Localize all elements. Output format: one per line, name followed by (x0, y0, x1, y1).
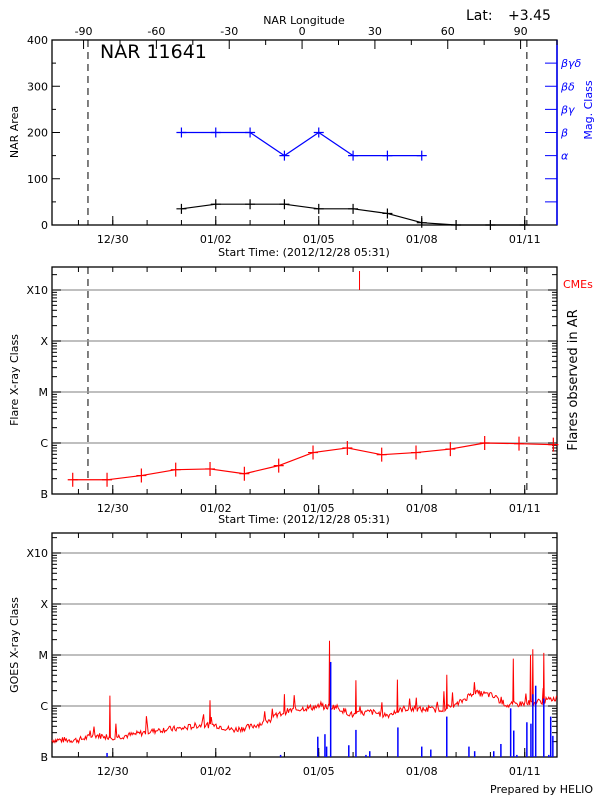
panel3-ylabel: GOES X-ray Class (8, 597, 21, 693)
flare-class-point (170, 462, 181, 477)
mag-class-line (181, 131, 422, 157)
mag-class-point (313, 127, 324, 138)
area-point (348, 203, 359, 214)
mag-class-tick-label: β (560, 127, 568, 140)
flare-class-point (342, 440, 353, 455)
x-tick-label: 12/30 (97, 502, 129, 515)
area-point (382, 208, 393, 219)
panel1-xlabel: Start Time: (2012/12/28 05:31) (218, 246, 390, 259)
panel1-title: NAR 11641 (100, 41, 207, 63)
top-axis-title: NAR Longitude (263, 14, 345, 27)
flare-class-point (136, 468, 147, 483)
y-tick-label: X10 (26, 547, 48, 560)
x-tick-label: 01/02 (200, 502, 232, 515)
area-point (176, 203, 187, 214)
x-tick-label: 01/08 (406, 233, 438, 246)
mag-class-point (279, 150, 290, 161)
mag-class-point (210, 127, 221, 138)
x-tick-label: 01/11 (509, 502, 541, 515)
mag-class-point (176, 127, 187, 138)
mag-class-tick-label: α (561, 150, 569, 163)
y-tick-label: 200 (27, 127, 48, 140)
mag-class-point (245, 127, 256, 138)
panel2-xlabel: Start Time: (2012/12/28 05:31) (218, 513, 390, 526)
area-point (245, 199, 256, 210)
x-tick-label: 01/11 (509, 233, 541, 246)
y-tick-label: B (40, 488, 48, 501)
longitude-tick-label: 60 (441, 25, 455, 38)
mag-class-tick-label: βδ (560, 80, 575, 93)
area-point (485, 220, 496, 230)
x-tick-label: 01/05 (303, 765, 335, 778)
x-tick-label: 01/02 (200, 233, 232, 246)
area-point (519, 220, 530, 230)
x-tick-label: 01/08 (406, 502, 438, 515)
area-point (210, 199, 221, 210)
panel1-right-label: Mag. Class (582, 80, 595, 139)
mag-class-tick-label: βγδ (560, 57, 582, 70)
panel1-frame (51, 39, 558, 226)
flare-class-point (514, 436, 525, 451)
longitude-tick-label: 30 (368, 25, 382, 38)
area-point (279, 199, 290, 210)
longitude-tick-label: -60 (147, 25, 165, 38)
area-point (416, 217, 427, 228)
y-tick-label: X (40, 335, 48, 348)
x-tick-label: 01/05 (303, 502, 335, 515)
flare-class-point (273, 458, 284, 473)
flare-class-point (411, 445, 422, 460)
flare-class-point (445, 442, 456, 457)
y-tick-label: X10 (26, 284, 48, 297)
x-tick-label: 01/08 (406, 765, 438, 778)
cme-label: CMEs (563, 278, 593, 291)
flare-class-point (548, 437, 559, 452)
flare-class-point (67, 472, 78, 487)
goes-xray-flux-line (51, 640, 557, 745)
footer-credit: Prepared by HELIO (490, 783, 593, 796)
y-tick-label: B (40, 751, 48, 764)
panel2-right-label: Flares observed in AR (566, 309, 581, 450)
panel2-ylabel: Flare X-ray Class (8, 334, 21, 426)
area-point (313, 203, 324, 214)
y-tick-label: 400 (27, 34, 48, 47)
mag-class-tick-label: βγ (560, 103, 575, 116)
longitude-tick-label: -30 (220, 25, 238, 38)
panel3-frame (51, 532, 558, 758)
y-tick-label: X (40, 598, 48, 611)
mag-class-point (382, 150, 393, 161)
mag-class-point (416, 150, 427, 161)
flare-class-point (102, 472, 113, 487)
flare-class-point (205, 461, 216, 476)
flare-class-point (308, 445, 319, 460)
panel1-ylabel: NAR Area (8, 106, 21, 158)
area-point (451, 220, 462, 230)
x-tick-label: 01/11 (509, 765, 541, 778)
mag-class-point (348, 150, 359, 161)
longitude-tick-label: 0 (299, 25, 306, 38)
latitude-value: +3.45 (508, 8, 551, 24)
y-tick-label: C (40, 437, 48, 450)
x-tick-label: 12/30 (97, 765, 129, 778)
flare-class-point (376, 447, 387, 462)
y-tick-label: M (39, 386, 49, 399)
y-tick-label: 100 (27, 173, 48, 186)
x-tick-label: 12/30 (97, 233, 129, 246)
y-tick-label: 300 (27, 80, 48, 93)
x-tick-label: 01/02 (200, 765, 232, 778)
flare-class-point (479, 436, 490, 450)
longitude-tick-label: 90 (514, 25, 528, 38)
y-tick-label: M (39, 649, 49, 662)
y-tick-label: C (40, 700, 48, 713)
latitude-label: Lat: (466, 8, 493, 24)
longitude-tick-label: -90 (75, 25, 93, 38)
panel2-frame (51, 266, 558, 495)
x-tick-label: 01/05 (303, 233, 335, 246)
y-tick-label: 0 (41, 219, 48, 232)
flare-class-point (239, 466, 250, 481)
